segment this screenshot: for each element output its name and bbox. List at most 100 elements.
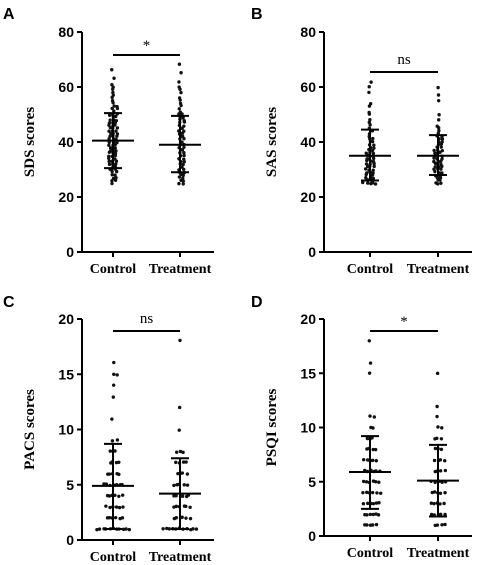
- data-point: [172, 505, 176, 509]
- data-point: [374, 501, 379, 505]
- data-point: [370, 490, 375, 495]
- data-point: [105, 516, 110, 520]
- data-point: [177, 181, 181, 186]
- data-point: [113, 493, 117, 497]
- y-tick-label: 20: [58, 311, 74, 327]
- data-point: [433, 161, 438, 166]
- data-point: [127, 527, 132, 532]
- y-tick-label: 80: [300, 24, 316, 40]
- data-point: [113, 178, 118, 182]
- data-point: [373, 447, 378, 452]
- data-point: [105, 493, 110, 498]
- data-point: [365, 158, 369, 163]
- data-point: [182, 483, 186, 487]
- data-point: [440, 171, 444, 175]
- y-tick-label: 20: [58, 189, 74, 205]
- data-point: [433, 169, 437, 174]
- y-tick-label: 0: [308, 244, 316, 260]
- data-point: [365, 490, 369, 495]
- data-point: [111, 395, 116, 399]
- data-point: [432, 458, 437, 463]
- data-point: [108, 125, 113, 130]
- y-tick-label: 20: [300, 311, 316, 327]
- data-point: [372, 143, 376, 147]
- data-point: [178, 449, 183, 454]
- data-point: [368, 123, 372, 127]
- data-point: [437, 126, 441, 130]
- data-point: [112, 76, 116, 80]
- data-point: [107, 159, 111, 164]
- data-point: [112, 372, 116, 377]
- data-point: [111, 101, 115, 105]
- data-point: [364, 176, 368, 180]
- data-point: [172, 483, 176, 488]
- data-point: [117, 494, 121, 498]
- data-point: [110, 68, 114, 72]
- data-point: [177, 405, 182, 410]
- data-point: [433, 437, 437, 441]
- data-point: [437, 113, 441, 117]
- data-point: [180, 140, 184, 144]
- data-point: [117, 460, 121, 464]
- data-point: [361, 490, 365, 495]
- data-point: [108, 505, 112, 510]
- data-point: [371, 156, 376, 161]
- data-point: [365, 436, 370, 441]
- y-axis-label: SDS scores: [22, 107, 38, 177]
- data-point: [179, 103, 183, 108]
- data-point: [109, 131, 113, 136]
- data-point: [367, 104, 372, 108]
- data-point: [434, 181, 438, 185]
- data-point: [363, 523, 367, 527]
- data-point: [111, 383, 116, 387]
- data-point: [432, 501, 436, 506]
- data-point: [432, 148, 436, 153]
- data-point: [433, 446, 438, 451]
- data-point: [182, 151, 186, 155]
- panel-letter: C: [3, 294, 15, 311]
- data-point: [371, 426, 375, 430]
- data-point: [107, 150, 112, 154]
- data-point: [185, 483, 190, 487]
- data-point: [435, 414, 439, 419]
- data-point: [108, 449, 112, 453]
- x-tick-label: Control: [347, 262, 394, 277]
- y-tick-label: 20: [300, 189, 316, 205]
- y-tick-label: 80: [58, 24, 74, 40]
- data-point: [108, 146, 113, 150]
- data-point: [361, 180, 365, 185]
- data-point: [376, 513, 381, 517]
- data-point: [113, 449, 117, 453]
- data-point: [437, 129, 441, 133]
- panel-b: B 0 20 40 60 80 SAS scores Control Treatment ns: [251, 6, 472, 277]
- data-point: [432, 156, 436, 160]
- data-point: [181, 173, 185, 178]
- data-point: [179, 90, 183, 95]
- data-point: [372, 161, 376, 166]
- data-point: [167, 527, 171, 531]
- data-point: [367, 371, 372, 375]
- data-point: [368, 414, 372, 418]
- data-point: [443, 522, 447, 527]
- x-tick-label: Control: [90, 550, 137, 565]
- data-point: [180, 471, 185, 475]
- data-point: [440, 426, 444, 430]
- data-point: [371, 512, 376, 517]
- data-point: [177, 112, 181, 116]
- data-point: [178, 338, 182, 343]
- data-point: [373, 480, 378, 484]
- data-point: [371, 447, 375, 452]
- y-tick-label: 15: [58, 366, 74, 382]
- data-point: [438, 469, 443, 473]
- data-point: [364, 172, 368, 177]
- data-point: [112, 104, 116, 108]
- data-point: [370, 148, 375, 153]
- data-point: [371, 151, 376, 156]
- data-point: [436, 98, 441, 103]
- data-point: [174, 460, 178, 465]
- y-tick-label: 40: [58, 134, 74, 150]
- data-point: [107, 123, 111, 127]
- data-point: [179, 71, 183, 75]
- data-point: [439, 167, 443, 171]
